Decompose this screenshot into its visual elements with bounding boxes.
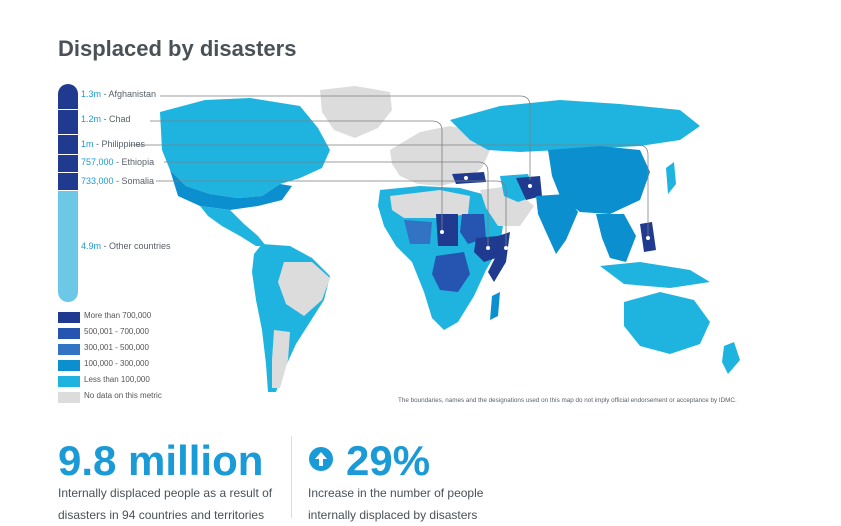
callout-other-countries: 4.9m - Other countries — [81, 241, 171, 251]
sahara — [390, 190, 470, 218]
southeast-asia — [596, 214, 636, 262]
europe — [390, 126, 490, 186]
stat-increase-description: Increase in the number of people interna… — [308, 486, 484, 522]
japan — [666, 162, 676, 194]
greenland — [320, 86, 392, 138]
stat-increase-value: 29% — [346, 437, 431, 484]
somalia — [488, 232, 510, 282]
usa — [170, 170, 292, 210]
russia — [450, 100, 700, 152]
callout-ethiopia: 757,000 - Ethiopia — [81, 157, 155, 167]
argentina — [272, 330, 290, 388]
map-disclaimer: The boundaries, names and the designatio… — [398, 397, 737, 404]
callout-philippines: 1m - Philippines — [81, 139, 146, 149]
callout-afghanistan: 1.3m - Afghanistan — [81, 89, 157, 99]
country-markers — [440, 176, 650, 250]
australia — [624, 292, 710, 354]
callout-leader-lines — [130, 95, 649, 246]
brazil — [278, 262, 330, 316]
sudan — [460, 214, 486, 244]
stats-divider — [291, 436, 292, 518]
new-zealand — [722, 342, 740, 374]
west-africa — [404, 220, 432, 244]
afghanistan — [516, 176, 542, 200]
india — [536, 194, 578, 254]
callout-somalia: 733,000 - Somalia — [81, 176, 155, 186]
drc — [432, 252, 470, 292]
madagascar — [490, 292, 500, 320]
stat-total-value: 9.8 million — [58, 437, 264, 484]
central-america — [200, 206, 266, 246]
page-title: Displaced by disasters — [58, 36, 297, 61]
chad — [436, 214, 458, 246]
indonesia — [600, 262, 710, 288]
turkey — [452, 172, 486, 184]
callout-chad: 1.2m - Chad — [81, 114, 131, 124]
stat-total-description: Internally displaced people as a result … — [58, 486, 273, 522]
totals-bar — [58, 84, 78, 302]
arrow-up-circle-icon — [309, 447, 333, 471]
china — [548, 146, 650, 214]
north-america — [160, 98, 330, 198]
